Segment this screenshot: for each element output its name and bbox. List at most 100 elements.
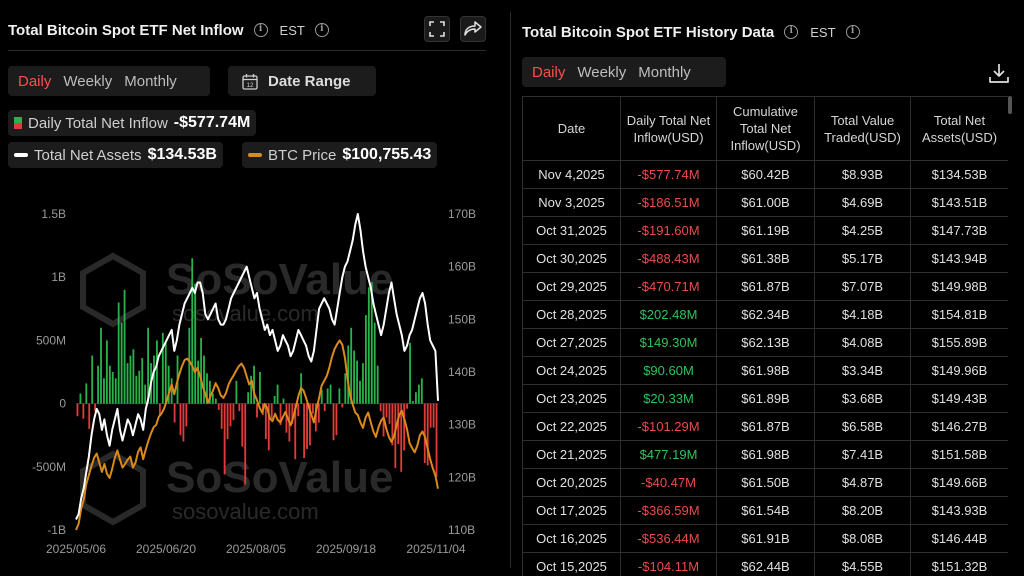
- cell-date: Oct 15,2025: [522, 552, 621, 576]
- inflow-bar: [232, 403, 235, 421]
- history-timezone-info-icon[interactable]: i: [845, 25, 860, 39]
- history-tab-daily[interactable]: Daily: [532, 63, 566, 81]
- cell-daily-inflow: $90.60M: [620, 356, 717, 385]
- tab-daily[interactable]: Daily: [18, 72, 52, 90]
- x-tick-label: 2025/08/05: [226, 542, 286, 556]
- history-tab-monthly[interactable]: Monthly: [638, 63, 691, 81]
- table-row[interactable]: Oct 27,2025 $149.30M $62.13B $4.08B $155.89B: [522, 328, 1008, 357]
- inflow-bar: [108, 365, 111, 404]
- cell-net-assets: $146.27B: [910, 412, 1008, 441]
- cell-daily-inflow: -$366.59M: [620, 496, 717, 525]
- cell-daily-inflow: $202.48M: [620, 300, 717, 329]
- legend-btc-price[interactable]: BTC Price $100,755.43: [242, 142, 438, 168]
- tab-weekly[interactable]: Weekly: [63, 72, 113, 90]
- cell-traded: $4.08B: [814, 328, 911, 357]
- download-icon[interactable]: [988, 62, 1010, 84]
- cell-cumulative: $61.89B: [716, 384, 815, 413]
- col-value-traded[interactable]: Total Value Traded(USD): [814, 96, 911, 161]
- history-tab-weekly[interactable]: Weekly: [577, 63, 627, 81]
- inflow-bar: [347, 345, 350, 404]
- inflow-bar: [126, 363, 129, 404]
- cell-cumulative: $61.54B: [716, 496, 815, 525]
- table-header-row: Date Daily Total Net Inflow(USD) Cumulat…: [522, 96, 1008, 161]
- inflow-bar: [317, 403, 320, 423]
- inflow-bar: [167, 365, 170, 404]
- inflow-bar: [400, 403, 403, 472]
- col-daily-net-inflow[interactable]: Daily Total Net Inflow(USD): [620, 96, 717, 161]
- watermark-logo-icon: [80, 450, 146, 526]
- inflow-bar: [388, 403, 391, 424]
- cell-date: Oct 23,2025: [522, 384, 621, 413]
- inflow-bar: [105, 340, 108, 404]
- inflow-bar: [197, 360, 200, 404]
- x-axis: 2025/05/06 2025/06/20 2025/08/05 2025/09/18…: [46, 542, 466, 556]
- legend-net-inflow-value: -$577.74M: [173, 114, 251, 131]
- y-left-tick-label: -500M: [32, 460, 66, 474]
- table-row[interactable]: Oct 17,2025 -$366.59M $61.54B $8.20B $143.93…: [522, 496, 1008, 525]
- table-row[interactable]: Oct 24,2025 $90.60M $61.98B $3.34B $149.96B: [522, 356, 1008, 385]
- col-net-assets[interactable]: Total Net Assets(USD): [910, 96, 1008, 161]
- inflow-bar: [79, 393, 82, 404]
- net-assets-line: [75, 213, 439, 520]
- legend-net-inflow[interactable]: Daily Total Net Inflow -$577.74M: [8, 110, 257, 136]
- cell-traded: $7.07B: [814, 272, 911, 301]
- table-row[interactable]: Oct 16,2025 -$536.44M $61.91B $8.08B $146.44…: [522, 524, 1008, 553]
- inflow-bar: [253, 365, 255, 404]
- inflow-bar: [188, 327, 191, 404]
- inflow-bar: [403, 403, 406, 451]
- cell-net-assets: $143.51B: [910, 188, 1008, 217]
- history-info-icon[interactable]: i: [784, 25, 799, 39]
- y-right-tick-label: 150B: [448, 312, 476, 326]
- cell-cumulative: $61.19B: [716, 216, 815, 245]
- y-left-tick-label: 500M: [36, 333, 66, 347]
- col-cumulative-inflow[interactable]: Cumulative Total Net Inflow(USD): [716, 96, 815, 161]
- timezone-info-icon[interactable]: i: [314, 23, 329, 37]
- date-range-button[interactable]: 12 Date Range: [228, 66, 376, 96]
- inflow-bar: [161, 332, 164, 404]
- inflow-bar: [185, 403, 188, 427]
- cell-date: Oct 22,2025: [522, 412, 621, 441]
- table-row[interactable]: Oct 20,2025 -$40.47M $61.50B $4.87B $149.66B: [522, 468, 1008, 497]
- share-icon: [464, 21, 482, 36]
- info-icon[interactable]: i: [253, 23, 268, 37]
- inflow-bar: [267, 403, 270, 451]
- history-table-wrap[interactable]: Date Daily Total Net Inflow(USD) Cumulat…: [522, 96, 1008, 576]
- inflow-bar: [415, 392, 417, 404]
- cell-date: Oct 24,2025: [522, 356, 621, 385]
- table-row[interactable]: Nov 4,2025 -$577.74M $60.42B $8.93B $134.53B: [522, 160, 1008, 189]
- inflow-bar: [156, 340, 158, 404]
- table-row[interactable]: Oct 15,2025 -$104.11M $62.44B $4.55B $151.32…: [522, 552, 1008, 576]
- inflow-bar: [379, 403, 382, 412]
- x-tick-label: 2025/11/04: [406, 542, 465, 556]
- table-row[interactable]: Oct 21,2025 $477.19M $61.98B $7.41B $151.58B: [522, 440, 1008, 469]
- cell-traded: $4.69B: [814, 188, 911, 217]
- inflow-bar: [191, 258, 194, 404]
- share-button[interactable]: [460, 16, 486, 42]
- left-header-divider: [8, 50, 486, 51]
- fullscreen-button[interactable]: [424, 16, 450, 42]
- inflow-bar: [406, 403, 409, 409]
- table-row[interactable]: Oct 30,2025 -$488.43M $61.38B $5.17B $143.94…: [522, 244, 1008, 273]
- col-date[interactable]: Date: [522, 96, 621, 161]
- legend-net-assets-value: $134.53B: [147, 146, 217, 163]
- cell-date: Oct 20,2025: [522, 468, 621, 497]
- table-scrollbar[interactable]: [1008, 96, 1012, 114]
- table-row[interactable]: Oct 31,2025 -$191.60M $61.19B $4.25B $147.73…: [522, 216, 1008, 245]
- inflow-bar: [279, 403, 282, 426]
- cell-date: Oct 30,2025: [522, 244, 621, 273]
- inflow-bar: [391, 403, 394, 446]
- inflow-bar: [373, 322, 376, 404]
- table-row[interactable]: Nov 3,2025 -$186.51M $61.00B $4.69B $143.51B: [522, 188, 1008, 217]
- inflow-bar: [76, 403, 79, 417]
- inflow-bar: [217, 403, 220, 410]
- cell-cumulative: $60.42B: [716, 160, 815, 189]
- table-row[interactable]: Oct 22,2025 -$101.29M $61.87B $6.58B $146.27…: [522, 412, 1008, 441]
- cell-cumulative: $61.50B: [716, 468, 815, 497]
- cell-date: Oct 16,2025: [522, 524, 621, 553]
- legend-net-assets[interactable]: Total Net Assets $134.53B: [8, 142, 223, 168]
- tab-monthly[interactable]: Monthly: [124, 72, 177, 90]
- table-row[interactable]: Oct 23,2025 $20.33M $61.89B $3.68B $149.43B: [522, 384, 1008, 413]
- net-inflow-chart: SoSoValuesosovalue.comSoSoValuesosovalue…: [32, 207, 476, 556]
- table-row[interactable]: Oct 28,2025 $202.48M $62.34B $4.18B $154.81B: [522, 300, 1008, 329]
- table-row[interactable]: Oct 29,2025 -$470.71M $61.87B $7.07B $149.98…: [522, 272, 1008, 301]
